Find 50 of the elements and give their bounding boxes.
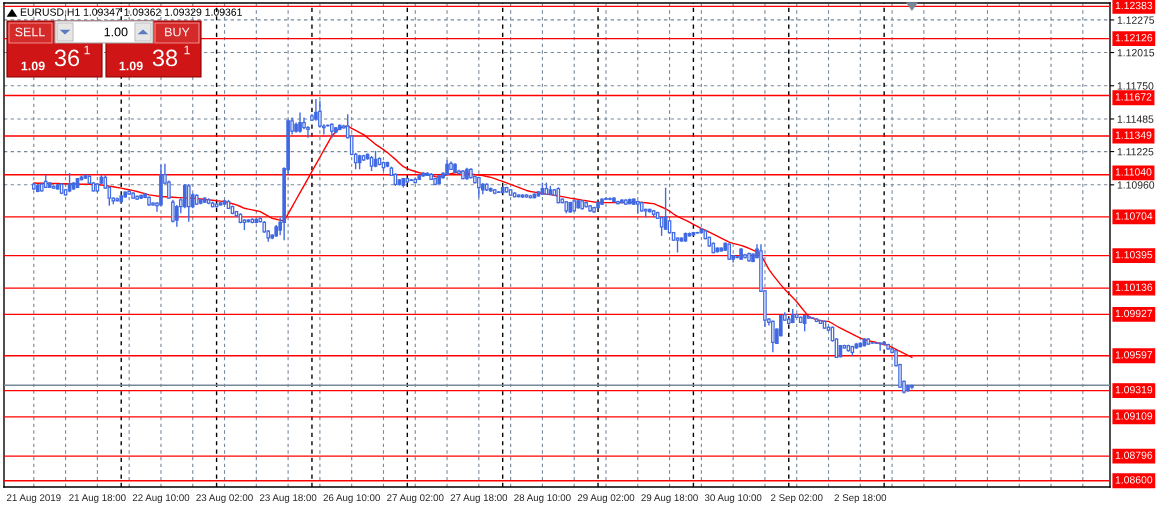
candlestick [298,111,302,134]
candlestick [182,183,187,209]
ref-line-label: 1.10704 [1115,212,1153,220]
y-tick-label: 1.11225 [1117,148,1154,156]
annotation: 1.09 [119,61,143,71]
annotation: 38 [152,49,178,67]
y-tick-label: 1.11750 [1117,82,1154,90]
candlestick [186,183,191,223]
x-tick-label: 21 Aug 18:00 [69,494,126,504]
x-tick-label: 27 Aug 02:00 [387,494,444,504]
x-tick-label: 2 Sep 02:00 [771,494,823,504]
chart-title: EURUSD,H1 1.09347 1.09362 1.09329 1.09361 [20,8,242,18]
annotation: 1 [84,45,90,55]
x-tick-label: 28 Aug 10:00 [514,494,571,504]
x-tick-label: 29 Aug 18:00 [641,494,698,504]
annotation: SELL [15,27,45,37]
y-tick-label: 1.12015 [1117,49,1155,57]
ref-line-label: 1.08600 [1115,476,1153,484]
ref-line-label: 1.12126 [1115,34,1153,42]
ref-line-label: 1.11672 [1115,93,1152,101]
annotation: 1.09 [21,61,45,71]
x-tick-label: 23 Aug 02:00 [196,494,253,504]
annotation: 1.00 [104,27,128,37]
ref-line-label: 1.10395 [1115,251,1153,259]
ref-line-label: 1.10136 [1115,283,1153,291]
x-tick-label: 2 Sep 18:00 [834,494,887,504]
x-tick-label: 27 Aug 18:00 [450,494,508,504]
ref-line-label: 1.11349 [1115,131,1152,139]
ref-line-label: 1.11040 [1115,168,1152,176]
x-tick-label: 22 Aug 10:00 [132,494,190,504]
x-tick-label: 21 Aug 2019 [6,494,61,504]
candlestick [771,319,775,354]
ref-line-label: 1.08796 [1115,451,1153,459]
ref-line-label: 1.09319 [1115,386,1153,394]
annotation: 1 [184,45,190,55]
ref-line-label: 1.09109 [1115,412,1153,420]
x-tick-label: 29 Aug 02:00 [577,494,635,504]
candlestick [878,341,882,352]
annotation: BUY [165,27,190,37]
candlestick [326,123,330,128]
y-tick-label: 1.10960 [1117,181,1155,189]
ref-line-label: 1.12383 [1115,1,1153,10]
ref-line-label: 1.09927 [1115,309,1153,318]
x-tick-label: 26 Aug 10:00 [323,494,380,504]
annotation: 36 [54,49,80,67]
y-tick-label: 1.11485 [1117,115,1154,123]
x-tick-label: 23 Aug 18:00 [259,494,317,504]
ref-line-label: 1.09597 [1115,351,1153,359]
x-tick-label: 30 Aug 10:00 [704,494,762,504]
y-tick-label: 1.12275 [1117,16,1155,24]
